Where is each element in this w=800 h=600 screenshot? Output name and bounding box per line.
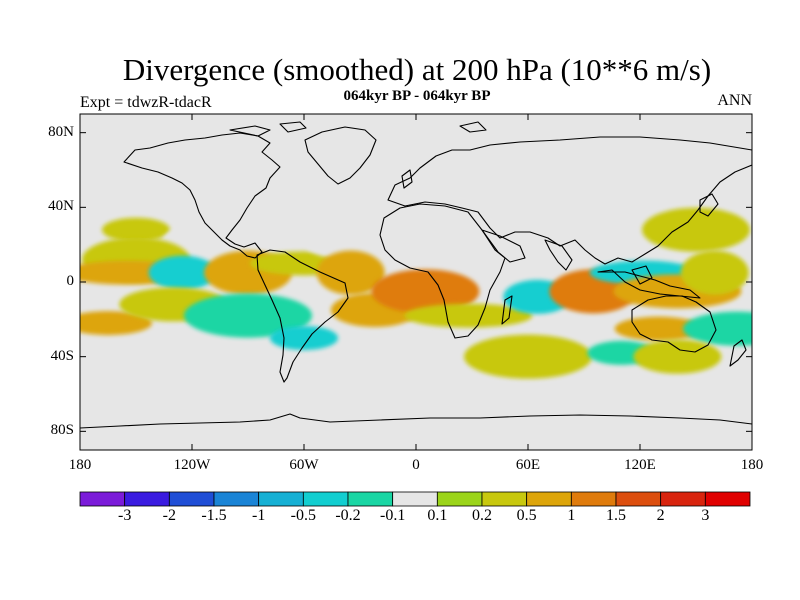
- divergence-region: [642, 207, 750, 252]
- colorbar-label: 1: [567, 507, 576, 524]
- coastline-eurasia: [387, 136, 752, 265]
- coastline-south-america: [256, 249, 349, 383]
- colorbar-swatch: [526, 491, 572, 507]
- lon-tick-label: 60W: [289, 457, 319, 473]
- divergence-field: [80, 207, 752, 379]
- chart-subtitle: 064kyr BP - 064kyr BP: [343, 88, 491, 104]
- divergence-region: [371, 269, 480, 314]
- coastline-india: [544, 239, 573, 271]
- divergence-region: [270, 326, 338, 350]
- colorbar-swatch: [258, 491, 304, 507]
- colorbar-label: 0.2: [472, 507, 492, 524]
- colorbar-swatch: [168, 491, 215, 507]
- colorbar-swatch: [213, 491, 260, 507]
- colorbar-swatch: [392, 491, 438, 507]
- colorbar-label: 0.1: [427, 507, 448, 524]
- coastlines: [80, 121, 752, 429]
- divergence-region: [316, 250, 385, 295]
- colorbar-label: -1.5: [201, 507, 227, 524]
- lon-tick-label: 60E: [515, 457, 541, 473]
- coastline-borneo: [631, 265, 653, 285]
- lat-tick-label: 40N: [48, 198, 74, 215]
- colorbar-swatch: [347, 491, 394, 507]
- coastline-africa: [379, 203, 506, 339]
- lat-tick-label: 0: [66, 273, 75, 289]
- colorbar-swatch: [570, 491, 617, 507]
- colorbar-swatch: [79, 491, 126, 507]
- coastline-new-zealand: [729, 339, 747, 367]
- lon-tick-label: 0: [412, 457, 420, 473]
- colorbar-swatch: [302, 491, 349, 507]
- colorbar-label: 1.5: [606, 507, 626, 524]
- colorbar-label: -0.5: [290, 507, 316, 524]
- colorbar-swatch: [481, 491, 528, 507]
- coastline-british-isles: [401, 169, 413, 189]
- lon-tick-label: 180: [68, 457, 92, 473]
- colorbar-swatch: [124, 491, 170, 507]
- colorbar-swatch: [660, 491, 706, 507]
- colorbar-swatch: [704, 491, 751, 507]
- colorbar-label: 2: [656, 507, 665, 524]
- divergence-region: [102, 217, 170, 242]
- lon-tick-label: 180: [740, 457, 764, 473]
- coastline-greenland: [304, 126, 377, 185]
- divergence-region: [162, 223, 251, 258]
- chart-title: Divergence (smoothed) at 200 hPa (10**6 …: [122, 52, 712, 87]
- colorbar-label: -0.2: [335, 507, 361, 524]
- colorbar-label: -0.1: [379, 507, 406, 524]
- divergence-region: [184, 293, 312, 338]
- colorbar-label: 0.5: [516, 507, 537, 524]
- coastline-antarctica: [80, 413, 752, 429]
- coastline-north-america: [123, 132, 281, 259]
- coastline-japan: [699, 193, 719, 217]
- lat-tick-label: 40S: [50, 347, 74, 364]
- divergence-region: [404, 303, 533, 328]
- divergence-region: [633, 339, 722, 374]
- colorbar-swatch: [436, 491, 483, 507]
- colorbar-label: -3: [117, 507, 132, 524]
- coastline-arctic-islands: [229, 121, 487, 137]
- axis-ticks: [79, 114, 753, 450]
- coastline-australia: [631, 295, 717, 353]
- lon-tick-label: 120W: [173, 457, 211, 473]
- colorbar-label: -2: [162, 507, 176, 524]
- coastline-arabia: [481, 229, 526, 263]
- lat-tick-label: 80S: [50, 422, 74, 439]
- season-label: ANN: [717, 92, 752, 109]
- colorbar-label: 3: [701, 507, 710, 524]
- divergence-region: [464, 334, 592, 379]
- divergence-region: [80, 311, 152, 336]
- coastline-indonesia: [597, 269, 701, 299]
- divergence-region: [683, 311, 752, 346]
- colorbar-swatch: [615, 491, 662, 507]
- colorbar-label: -1: [251, 507, 266, 524]
- divergence-region: [614, 316, 703, 341]
- experiment-label: Expt = tdwzR-tdacR: [80, 94, 212, 111]
- lon-tick-label: 120E: [624, 457, 656, 473]
- coastline-madagascar: [501, 295, 513, 325]
- divergence-region: [148, 255, 217, 290]
- lat-tick-label: 80N: [48, 123, 74, 140]
- divergence-region: [680, 250, 749, 295]
